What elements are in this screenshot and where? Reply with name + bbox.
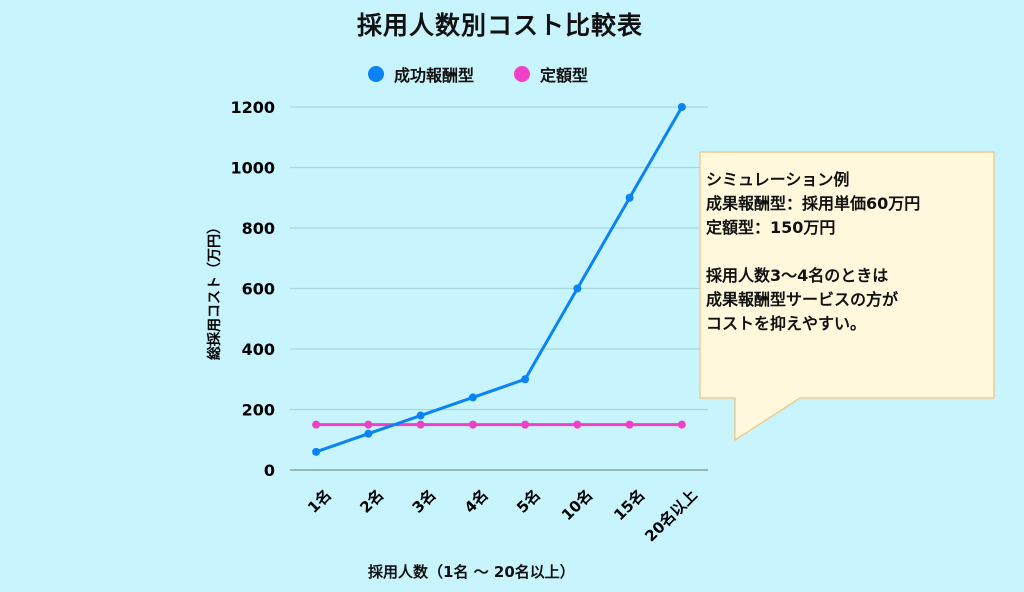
y-axis-label: 総採用コスト（万円） — [206, 220, 223, 360]
x-tick-label: 4名 — [461, 486, 492, 517]
y-tick-label: 0 — [264, 461, 275, 480]
data-point[interactable] — [416, 411, 425, 420]
y-tick-label: 1000 — [230, 159, 275, 178]
data-point[interactable] — [312, 420, 321, 429]
data-point[interactable] — [364, 420, 373, 429]
x-tick-label: 20名以上 — [641, 486, 700, 545]
y-tick-label: 200 — [242, 401, 275, 420]
y-tick-label: 600 — [242, 280, 275, 299]
callout-text: シミュレーション例 成果報酬型：採用単価60万円 定額型：150万円 採用人数3… — [706, 170, 921, 333]
y-tick-label: 1200 — [230, 98, 275, 117]
legend-item-success-fee[interactable]: 成功報酬型 — [368, 62, 474, 86]
legend-label: 定額型 — [540, 66, 589, 85]
series-lines — [312, 103, 686, 456]
x-tick-label: 1名 — [304, 486, 335, 517]
data-point[interactable] — [312, 447, 321, 456]
callout-bubble — [699, 151, 995, 442]
legend-dot-icon — [368, 66, 384, 82]
data-point[interactable] — [521, 420, 530, 429]
chart-title: 採用人数別コスト比較表 — [356, 11, 643, 40]
legend-dot-icon — [514, 66, 531, 82]
data-point[interactable] — [521, 375, 530, 384]
gridlines — [290, 106, 708, 471]
x-tick-label: 10名 — [558, 486, 596, 524]
series-line-success-fee — [315, 106, 684, 454]
legend-label: 成功報酬型 — [394, 66, 475, 85]
data-point[interactable] — [364, 429, 373, 438]
legend: 成功報酬型 定額型 — [368, 62, 616, 86]
x-tick-label: 15名 — [610, 486, 648, 524]
y-axis-ticks: 0 200 400 600 800 1000 1200 — [230, 98, 275, 480]
x-tick-label: 2名 — [356, 486, 387, 517]
legend-item-fixed[interactable]: 定額型 — [514, 62, 588, 86]
y-tick-label: 800 — [242, 219, 275, 238]
x-tick-label: 5名 — [513, 486, 544, 517]
data-point[interactable] — [677, 420, 686, 429]
y-tick-label: 400 — [242, 340, 275, 359]
x-axis-label: 採用人数（1名 〜 20名以上） — [368, 563, 575, 581]
data-point[interactable] — [468, 393, 477, 402]
data-point[interactable] — [677, 103, 686, 111]
data-point[interactable] — [573, 420, 582, 429]
data-point[interactable] — [625, 193, 634, 202]
data-point[interactable] — [573, 284, 582, 293]
x-tick-label: 3名 — [409, 486, 440, 517]
data-point[interactable] — [468, 420, 477, 429]
data-point[interactable] — [416, 420, 425, 429]
data-point[interactable] — [625, 420, 634, 429]
